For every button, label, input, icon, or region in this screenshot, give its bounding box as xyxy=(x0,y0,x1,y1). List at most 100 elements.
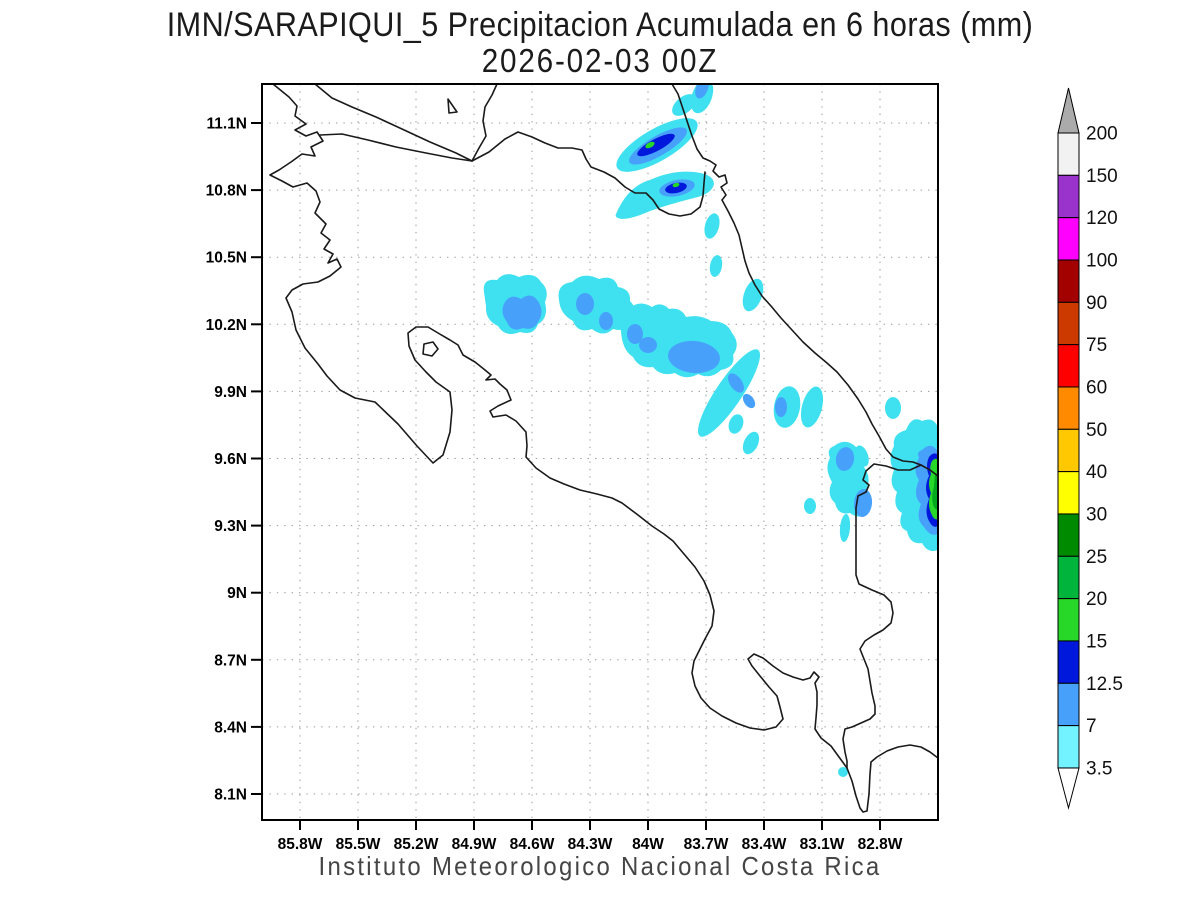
colorbar-segment xyxy=(1057,259,1080,303)
colorbar-label: 25 xyxy=(1086,547,1107,568)
colorbar-segment xyxy=(1057,682,1080,727)
colorbar-label: 7 xyxy=(1086,716,1097,737)
precipitation-layers xyxy=(483,84,938,777)
colorbar-segment xyxy=(1057,725,1080,769)
y-tick-label: 10.8N xyxy=(206,183,247,200)
precip-cell xyxy=(627,324,643,344)
precip-cell xyxy=(775,397,787,417)
colorbar-segment xyxy=(1057,386,1080,430)
colorbar-label: 3.5 xyxy=(1086,758,1112,779)
y-tick-label: 10.2N xyxy=(206,317,247,334)
precip-cell xyxy=(695,84,709,99)
y-tick-label: 9.3N xyxy=(214,518,247,535)
colorbar-segment xyxy=(1057,513,1080,557)
precip-cell xyxy=(599,312,613,330)
precip-cell xyxy=(839,514,851,542)
precip-cell xyxy=(672,94,696,116)
precip-cell xyxy=(665,182,687,194)
y-tick-label: 8.1N xyxy=(214,787,247,804)
precip-cell xyxy=(637,133,675,157)
colorbar-segment xyxy=(1057,217,1080,261)
precip-layer-20 xyxy=(932,473,938,510)
colorbar-arrow-bottom xyxy=(1057,767,1080,810)
colorbar-label: 40 xyxy=(1086,462,1107,483)
coastline-path xyxy=(422,341,439,357)
colorbar-arrow-top xyxy=(1057,87,1080,134)
x-tick-label: 84.9W xyxy=(452,836,497,853)
x-tick-label: 82.8W xyxy=(858,836,903,853)
colorbar-label: 100 xyxy=(1086,250,1118,271)
x-tick-label: 85.2W xyxy=(394,836,439,853)
precip-cell xyxy=(742,393,756,409)
colorbar-segment xyxy=(1057,174,1080,219)
precip-cell xyxy=(728,414,744,434)
colorbar-label: 75 xyxy=(1086,335,1107,356)
precip-layer-3.5 xyxy=(483,84,938,777)
page-title: IMN/SARAPIQUI_5 Precipitacion Acumulada … xyxy=(166,6,1034,44)
colorbar-label: 12.5 xyxy=(1086,674,1123,695)
precip-cell xyxy=(668,340,720,374)
precip-cell xyxy=(800,386,824,428)
coastline-path xyxy=(447,98,458,114)
colorbar-segment xyxy=(1057,132,1080,176)
map-gridlines xyxy=(262,84,938,820)
colorbar: 200 150 120 100 90 75 60 50 40 30 25 20 15 12.5 7 3.5 xyxy=(1057,87,1123,810)
precip-cell xyxy=(697,349,761,437)
colorbar-label: 50 xyxy=(1086,420,1107,441)
colorbar-segment xyxy=(1057,301,1080,346)
precip-cell xyxy=(835,447,855,471)
x-tick-label: 83.4W xyxy=(742,836,787,853)
coastline-path xyxy=(319,133,473,162)
y-tick-label: 8.7N xyxy=(214,652,247,669)
precip-cell xyxy=(645,141,655,149)
precip-cell xyxy=(885,397,901,419)
precip-cell xyxy=(742,278,764,312)
y-tick-label: 8.4N xyxy=(214,719,247,736)
precip-cell xyxy=(742,431,760,455)
coastline-path xyxy=(269,84,938,813)
axis-ticks xyxy=(251,122,881,830)
coastline-path xyxy=(471,131,706,217)
axis-labels: 11.1N 10.8N 10.5N 10.2N 9.9N 9.6N 9.3N 9N 8.7N 8.… xyxy=(206,116,903,854)
precip-cell xyxy=(704,213,720,239)
colorbar-label: 90 xyxy=(1086,293,1107,314)
precip-cell xyxy=(855,445,869,467)
precip-cell xyxy=(639,337,657,353)
colorbar-segment xyxy=(1057,555,1080,600)
colorbar-segment xyxy=(1057,598,1080,642)
precip-cell xyxy=(558,275,635,334)
precip-cell xyxy=(709,255,723,277)
x-tick-label: 85.5W xyxy=(336,836,381,853)
x-tick-label: 84.3W xyxy=(568,836,613,853)
precip-cell xyxy=(932,473,938,510)
colorbar-label: 150 xyxy=(1086,166,1118,187)
colorbar-segment xyxy=(1057,640,1080,684)
map-frame xyxy=(261,83,939,821)
coastline-path xyxy=(314,84,473,162)
x-tick-label: 84.6W xyxy=(510,836,555,853)
precip-cell xyxy=(576,293,594,315)
colorbar-label: 120 xyxy=(1086,208,1118,229)
y-tick-label: 10.5N xyxy=(206,250,247,267)
y-tick-label: 9.6N xyxy=(214,451,247,468)
footer-caption: Instituto Meteorologico Nacional Costa R… xyxy=(318,851,882,881)
precip-cell xyxy=(804,498,816,514)
colorbar-label: 60 xyxy=(1086,377,1107,398)
precip-cell xyxy=(672,182,680,188)
coastline-path xyxy=(842,463,922,769)
y-tick-label: 9.9N xyxy=(214,384,247,401)
colorbar-label: 20 xyxy=(1086,589,1107,610)
precip-cell xyxy=(502,295,542,330)
x-tick-label: 84W xyxy=(632,836,664,853)
page-subtitle-datetime: 2026-02-03 00Z xyxy=(481,42,719,79)
y-tick-label: 9N xyxy=(227,585,247,602)
precip-cell xyxy=(838,767,848,777)
colorbar-label: 200 xyxy=(1086,124,1118,145)
colorbar-label: 15 xyxy=(1086,631,1107,652)
y-tick-label: 11.1N xyxy=(206,116,247,133)
precip-cell xyxy=(728,373,744,393)
x-tick-label: 85.8W xyxy=(278,836,323,853)
colorbar-segment xyxy=(1057,471,1080,515)
